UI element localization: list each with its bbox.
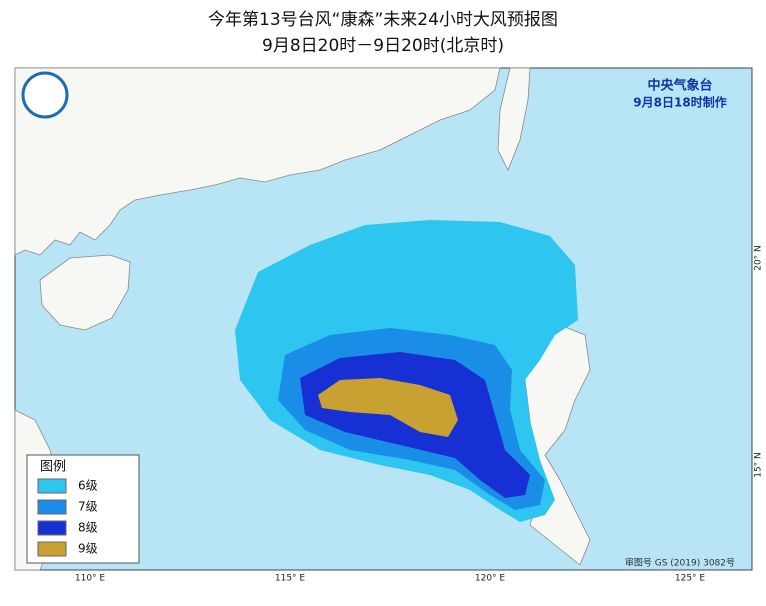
legend-label: 9级	[78, 542, 98, 556]
title: 今年第13号台风“康森”未来24小时大风预报图	[208, 10, 558, 30]
legend-label: 8级	[78, 521, 98, 535]
approval: 审图号 GS (2019) 3082号	[625, 557, 735, 569]
legend-swatch	[37, 541, 67, 557]
legend-label: 6级	[78, 479, 98, 493]
subtitle: 9月8日20时－9日20时(北京时)	[262, 36, 504, 56]
lon-label: 125° E	[675, 574, 706, 584]
lat-labels: 20° N 15° N	[754, 245, 764, 478]
lon-label: 115° E	[275, 574, 306, 584]
lon-labels: 110° E 115° E 120° E 125° E	[75, 574, 706, 584]
legend-swatch	[37, 520, 67, 536]
taiwan	[497, 67, 531, 171]
lon-label: 110° E	[75, 574, 106, 584]
lat-label: 15° N	[754, 452, 764, 478]
lon-label: 120° E	[475, 574, 506, 584]
mainland	[14, 67, 501, 256]
legend-swatch	[37, 499, 67, 515]
zone-9	[318, 378, 458, 437]
legend-swatch	[37, 478, 67, 494]
issue-time: 9月8日18时制作	[633, 95, 726, 110]
lat-label: 20° N	[754, 245, 764, 271]
issuer: 中央气象台	[647, 78, 712, 94]
legend-label: 7级	[78, 500, 98, 514]
legend: 图例 6级 7级 8级 9级	[26, 454, 140, 564]
hainan	[39, 254, 131, 331]
logo	[21, 71, 69, 119]
wind-zones	[235, 220, 578, 522]
legend-title: 图例	[40, 460, 66, 475]
